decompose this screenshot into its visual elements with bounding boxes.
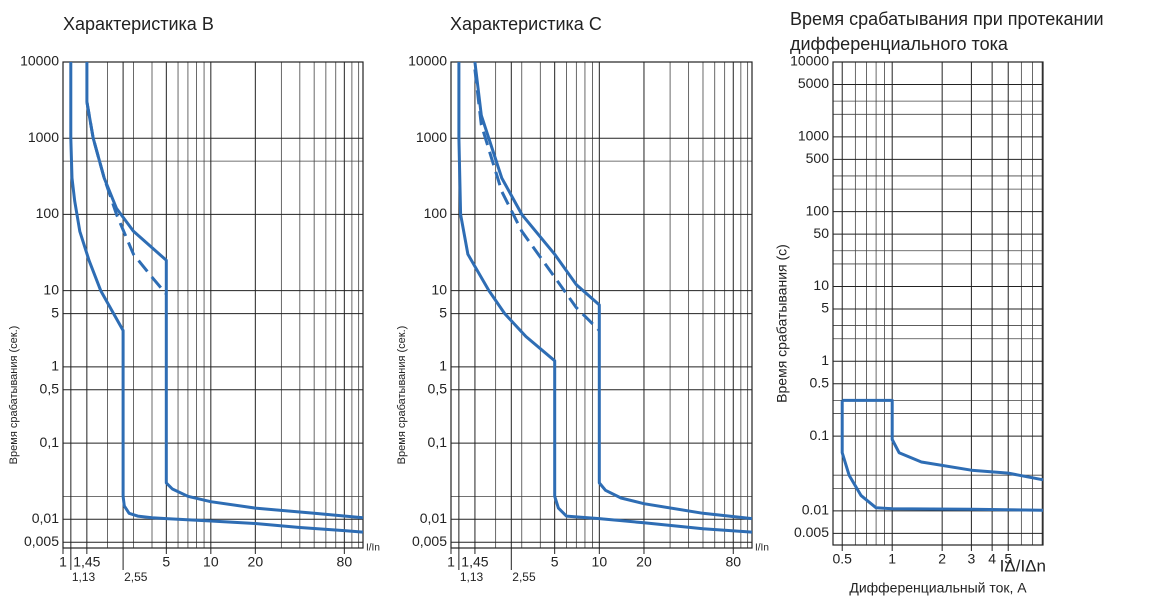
y-tick-label: 10 <box>43 281 59 297</box>
y-tick-label: 0,005 <box>24 533 59 549</box>
x-tick-label: 1,45 <box>461 554 488 570</box>
x-tick-label: 1 <box>59 554 67 570</box>
curve <box>85 62 364 520</box>
plot-frame <box>832 61 1044 546</box>
y-tick-label: 1 <box>439 358 447 374</box>
curve <box>842 398 1044 482</box>
y-tick-label: 1 <box>821 352 829 368</box>
x-tick-label: 3 <box>967 551 975 567</box>
x-tick-label: 1,13 <box>460 570 484 584</box>
y-tick-label: 5 <box>51 304 59 320</box>
y-tick-label: 1000 <box>28 129 59 145</box>
plot-frame <box>450 61 753 549</box>
x-tick-label: 2,55 <box>512 570 536 584</box>
curve <box>457 62 753 534</box>
x-tick-label: 4 <box>988 551 996 567</box>
y-tick-label: 5000 <box>798 75 829 91</box>
x-tick-label: 1 <box>447 554 455 570</box>
y-tick-label: 1 <box>51 358 59 374</box>
y-tick-label: 50 <box>813 225 829 241</box>
y-tick-label: 10 <box>813 277 829 293</box>
y-tick-label: 5 <box>439 304 447 320</box>
y-tick-label: 500 <box>806 150 830 166</box>
chart-title: Время срабатывания при протекании <box>790 9 1104 29</box>
x-tick-label: 0.5 <box>832 551 852 567</box>
x-tick-label: 5 <box>551 554 559 570</box>
y-tick-label: 1000 <box>416 129 447 145</box>
y-tick-label: 0,005 <box>412 533 447 549</box>
curve <box>840 400 1044 512</box>
y-tick-label: 0.5 <box>810 374 830 390</box>
y-tick-label: 0,1 <box>40 434 60 450</box>
x-tick-label: 2 <box>938 551 946 567</box>
y-tick-label: 1000 <box>798 128 829 144</box>
y-tick-label: 0.005 <box>794 524 829 540</box>
y-tick-label: 0,5 <box>40 381 60 397</box>
x-tick-label: 1 <box>888 551 896 567</box>
chart-title: Характеристика B <box>63 14 214 34</box>
y-tick-label: 100 <box>806 202 830 218</box>
x-tick-label: 80 <box>725 554 741 570</box>
x-tick-label: 1,45 <box>73 554 100 570</box>
y-tick-label: 0,5 <box>428 381 448 397</box>
y-tick-label: 100 <box>424 205 448 221</box>
x-axis-label: I/In <box>366 543 380 554</box>
x-tick-label: 80 <box>337 554 353 570</box>
x-tick-label: 10 <box>203 554 219 570</box>
x-tick-label: 5 <box>162 554 170 570</box>
y-axis-label: Время срабатывания (сек.) <box>8 326 20 465</box>
x-tick-label: 20 <box>636 554 652 570</box>
y-tick-label: 0.01 <box>802 502 829 518</box>
x-axis-title: Дифференциальный ток, А <box>849 580 1027 596</box>
x-tick-label: 20 <box>248 554 264 570</box>
y-tick-label: 10000 <box>20 53 59 69</box>
y-tick-label: 0,1 <box>428 434 448 450</box>
x-tick-label: 10 <box>592 554 608 570</box>
chart-title: Характеристика C <box>450 14 602 34</box>
y-tick-label: 5 <box>821 300 829 316</box>
curve <box>473 69 601 332</box>
x-tick-label: 5 <box>1004 551 1012 567</box>
y-tick-label: 10 <box>431 281 447 297</box>
y-tick-label: 0,01 <box>420 510 447 526</box>
x-tick-label: 2,55 <box>124 570 148 584</box>
plot-frame <box>62 61 364 549</box>
y-tick-label: 10000 <box>408 53 447 69</box>
curve <box>85 101 168 296</box>
y-tick-label: 0,01 <box>32 510 59 526</box>
x-tick-label: 1,13 <box>72 570 96 584</box>
y-tick-label: 100 <box>36 205 60 221</box>
y-tick-label: 10000 <box>790 53 829 69</box>
y-axis-label: Время срабатывания (с) <box>774 244 790 403</box>
x-axis-label: I/In <box>755 543 769 554</box>
y-axis-label: Время срабатывания (сек.) <box>396 326 408 465</box>
chart-title: дифференциального тока <box>790 34 1009 54</box>
curve <box>69 62 364 534</box>
y-tick-label: 0.1 <box>810 427 830 443</box>
curve <box>473 61 753 521</box>
x-axis-label: IΔ/IΔn <box>1000 556 1046 575</box>
